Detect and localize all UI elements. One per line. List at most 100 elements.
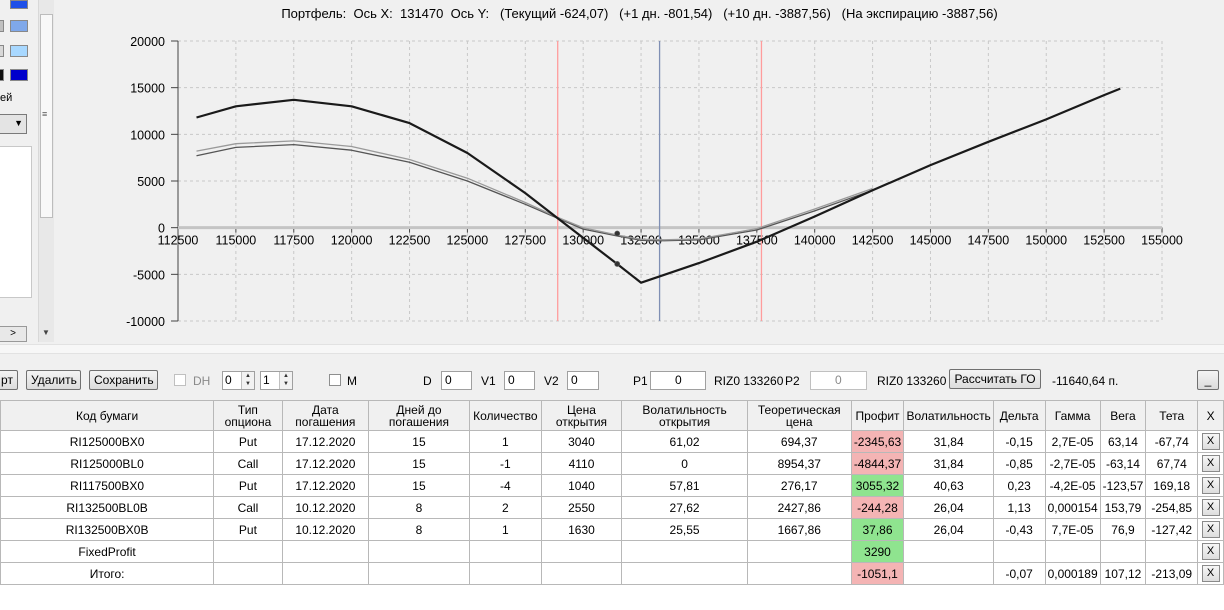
remove-row-button[interactable]: X (1201, 455, 1220, 472)
color-swatch-gray-1[interactable] (0, 20, 4, 32)
column-header[interactable]: Вега (1099, 400, 1147, 431)
cell-open-price[interactable]: 3040 (540, 430, 623, 453)
cell-code[interactable]: RI125000BL0 (0, 452, 215, 475)
cell-type[interactable]: Put (213, 518, 283, 541)
d-input[interactable]: 0 (441, 371, 472, 390)
cell-qty[interactable]: 1 (468, 518, 542, 541)
table-row[interactable]: Итого: -1051,1 -0,07 0,000189 107,12 -213,09 X (0, 562, 1224, 585)
cell-vol[interactable]: 31,84 (903, 430, 994, 453)
splitter[interactable] (0, 344, 1224, 354)
cell-type[interactable]: Put (213, 474, 283, 497)
column-header[interactable]: Цена открытия (540, 400, 623, 431)
left-dropdown[interactable]: ▼ (0, 114, 27, 134)
cell-theor[interactable]: 2427,86 (747, 496, 852, 519)
cell-vol[interactable]: 26,04 (903, 496, 994, 519)
cell-vega[interactable]: -63,14 (1099, 452, 1147, 475)
spin-arrows-icon[interactable]: ▲ ▼ (241, 372, 254, 389)
cell-theor[interactable]: 694,37 (747, 430, 852, 453)
dh-checkbox[interactable] (174, 374, 186, 386)
cell-delta[interactable] (992, 540, 1046, 563)
cell-code[interactable]: Итого: (0, 562, 215, 585)
remove-row-button[interactable]: X (1201, 477, 1220, 494)
table-row[interactable]: RI125000BL0 Call 17.12.2020 15 -1 4110 0 8954,3… (0, 452, 1224, 475)
cell-qty[interactable] (468, 562, 542, 585)
cell-date[interactable] (281, 562, 370, 585)
cell-profit[interactable]: 37,86 (850, 518, 905, 541)
cell-gamma[interactable]: 7,7E-05 (1044, 518, 1101, 541)
cell-open-price[interactable] (540, 562, 623, 585)
cell-vega[interactable]: 153,79 (1099, 496, 1147, 519)
column-header[interactable]: Профит (850, 400, 905, 431)
cell-vol[interactable] (903, 562, 994, 585)
scrollbar-thumb[interactable] (40, 14, 53, 218)
color-swatch-blue[interactable] (10, 0, 28, 9)
cell-open-vol[interactable]: 57,81 (621, 474, 748, 497)
column-header[interactable]: Тип опциона (213, 400, 283, 431)
cell-code[interactable]: FixedProfit (0, 540, 215, 563)
cell-days[interactable] (368, 540, 470, 563)
table-row[interactable]: RI132500BL0B Call 10.12.2020 8 2 2550 27,62 242… (0, 496, 1224, 519)
cell-days[interactable]: 15 (368, 452, 470, 475)
column-header[interactable]: Волатильность (903, 400, 994, 431)
scroll-right-button[interactable]: > (0, 326, 27, 342)
cell-type[interactable]: Put (213, 430, 283, 453)
column-header[interactable]: Дней до погашения (368, 400, 470, 431)
remove-row-button[interactable]: X (1201, 565, 1220, 582)
cell-theta[interactable]: -67,74 (1145, 430, 1199, 453)
cell-profit[interactable]: -4844,37 (850, 452, 905, 475)
cell-delta[interactable]: -0,85 (992, 452, 1046, 475)
cell-days[interactable] (368, 562, 470, 585)
cell-code[interactable]: RI132500BX0B (0, 518, 215, 541)
v2-input[interactable]: 0 (567, 371, 599, 390)
m-checkbox[interactable] (329, 374, 341, 386)
cell-open-vol[interactable]: 61,02 (621, 430, 748, 453)
cell-delta[interactable]: -0,15 (992, 430, 1046, 453)
color-swatch-blue-2[interactable] (10, 20, 28, 32)
cell-delta[interactable]: 0,23 (992, 474, 1046, 497)
table-row[interactable]: RI125000BX0 Put 17.12.2020 15 1 3040 61,02 694,… (0, 430, 1224, 453)
cell-delta[interactable]: -0,07 (992, 562, 1046, 585)
cell-open-price[interactable]: 2550 (540, 496, 623, 519)
cell-profit[interactable]: -2345,63 (850, 430, 905, 453)
export-button[interactable]: рт (0, 370, 18, 390)
column-header[interactable]: Теоретическая цена (747, 400, 852, 431)
cell-date[interactable] (281, 540, 370, 563)
cell-qty[interactable]: -1 (468, 452, 542, 475)
table-row[interactable]: FixedProfit 3290 X (0, 540, 1224, 563)
cell-vega[interactable]: -123,57 (1099, 474, 1147, 497)
cell-vol[interactable]: 31,84 (903, 452, 994, 475)
cell-open-vol[interactable]: 0 (621, 452, 748, 475)
cell-theor[interactable]: 8954,37 (747, 452, 852, 475)
cell-theor[interactable] (747, 540, 852, 563)
left-list-panel[interactable] (0, 146, 32, 298)
column-header[interactable]: Волатильность открытия (621, 400, 748, 431)
cell-date[interactable]: 17.12.2020 (281, 430, 370, 453)
color-swatch-gray-2[interactable] (0, 45, 4, 57)
column-header[interactable]: Гамма (1044, 400, 1101, 431)
color-swatch-black[interactable] (0, 69, 4, 81)
column-header[interactable]: Дата погашения (281, 400, 370, 431)
left-scrollbar[interactable]: ≡ ▼ (38, 0, 54, 342)
cell-days[interactable]: 15 (368, 430, 470, 453)
cell-gamma[interactable]: -4,2E-05 (1044, 474, 1101, 497)
cell-vega[interactable]: 76,9 (1099, 518, 1147, 541)
cell-vol[interactable]: 26,04 (903, 518, 994, 541)
cell-gamma[interactable]: 2,7E-05 (1044, 430, 1101, 453)
cell-days[interactable]: 8 (368, 496, 470, 519)
cell-profit[interactable]: -244,28 (850, 496, 905, 519)
cell-theta[interactable]: -254,85 (1145, 496, 1199, 519)
cell-days[interactable]: 8 (368, 518, 470, 541)
remove-row-button[interactable]: X (1201, 521, 1220, 538)
cell-open-price[interactable] (540, 540, 623, 563)
cell-type[interactable]: Call (213, 452, 283, 475)
column-header[interactable]: X (1197, 400, 1224, 431)
cell-open-price[interactable]: 4110 (540, 452, 623, 475)
delete-button[interactable]: Удалить (26, 370, 81, 390)
cell-open-vol[interactable]: 25,55 (621, 518, 748, 541)
cell-open-vol[interactable]: 27,62 (621, 496, 748, 519)
p2-input[interactable]: 0 (810, 371, 867, 390)
cell-open-price[interactable]: 1630 (540, 518, 623, 541)
cell-open-vol[interactable] (621, 562, 748, 585)
cell-qty[interactable]: 2 (468, 496, 542, 519)
cell-gamma[interactable] (1044, 540, 1101, 563)
